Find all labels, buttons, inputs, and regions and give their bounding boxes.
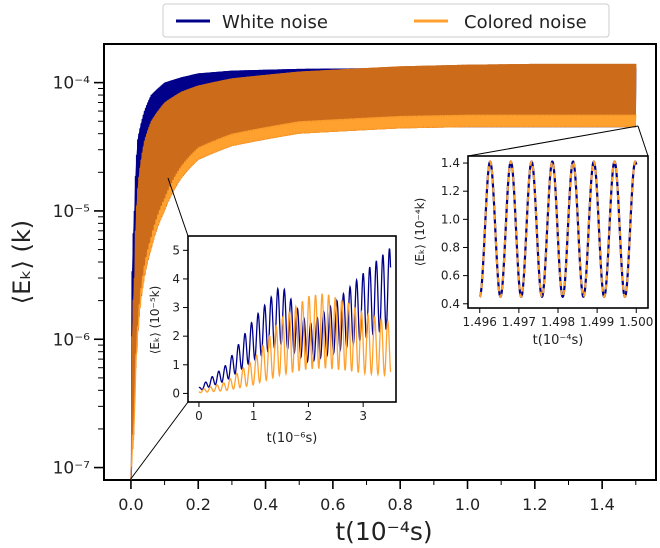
inset-late-ticks: 1.496 1.497 1.498 1.499 1.500 0.4 0.6 0.8 1.0 1.2… bbox=[441, 156, 654, 329]
main-y-axis-label: ⟨Eₖ⟩ (k) bbox=[8, 220, 36, 304]
main-x-tick-label: 1.2 bbox=[522, 495, 547, 514]
legend-frame bbox=[162, 3, 610, 38]
inset-late-x-tick-label: 1.499 bbox=[580, 315, 614, 329]
zoom-connectors bbox=[129, 125, 649, 481]
main-y-tick-label: 10⁻⁷ bbox=[53, 459, 91, 479]
main-x-tick-label: 0.2 bbox=[186, 495, 211, 514]
inset-early-frame bbox=[187, 235, 397, 403]
inset-late-y-tick-label: 1.0 bbox=[441, 212, 460, 226]
inset-early-y-tick-label: 3 bbox=[172, 301, 180, 315]
inset-late-series-colored-noise bbox=[479, 160, 638, 299]
main-x-tick-label: 0.0 bbox=[118, 495, 143, 514]
inset-early-ticks: 0 1 2 3 0 1 2 3 4 5 bbox=[172, 243, 367, 423]
inset-early-y-tick-label: 4 bbox=[172, 272, 180, 286]
inset-late-x-tick-label: 1.497 bbox=[502, 315, 536, 329]
inset-early-x-tick-label: 3 bbox=[359, 409, 367, 423]
inset-early-x-tick-label: 0 bbox=[195, 409, 203, 423]
inset-early-series-colored-noise bbox=[198, 293, 392, 394]
inset-late-y-tick-label: 0.8 bbox=[441, 240, 460, 254]
inset-late-plot: 1.496 1.497 1.498 1.499 1.500 0.4 0.6 0.8 1.0 1.2… bbox=[413, 155, 654, 348]
inset-early-plot: 0 1 2 3 0 1 2 3 4 5 t(10⁻⁶s) ⟨Eₖ⟩ (10⁻⁵k) bbox=[148, 235, 397, 446]
inset-late-x-tick-label: 1.496 bbox=[463, 315, 497, 329]
inset-late-y-axis-label: ⟨Eₖ⟩ (10⁻⁴k) bbox=[413, 198, 427, 267]
main-y-tick-label: 10⁻⁵ bbox=[53, 202, 90, 222]
inset-early-y-tick-label: 2 bbox=[172, 329, 180, 343]
inset-late-y-tick-label: 1.4 bbox=[441, 156, 460, 170]
inset-late-y-tick-label: 1.2 bbox=[441, 184, 460, 198]
inset-early-y-tick-label: 5 bbox=[172, 243, 180, 257]
main-x-tick-label: 1.4 bbox=[589, 495, 614, 514]
main-x-tick-label: 0.4 bbox=[253, 495, 278, 514]
inset-late-x-axis-label: t(10⁻⁴s) bbox=[533, 333, 584, 348]
inset-early-x-axis-label: t(10⁻⁶s) bbox=[267, 431, 318, 446]
main-series-colored-noise-lower-edge bbox=[130, 114, 637, 468]
main-y-tick-label: 10⁻⁴ bbox=[53, 74, 91, 94]
connector-early-2 bbox=[167, 177, 189, 237]
legend-label-white-noise: White noise bbox=[222, 12, 328, 33]
inset-late-x-tick-label: 1.498 bbox=[541, 315, 575, 329]
inset-early-y-tick-label: 0 bbox=[172, 386, 180, 400]
main-x-tick-label: 0.6 bbox=[320, 495, 345, 514]
main-y-tick-label: 10⁻⁶ bbox=[53, 330, 91, 350]
inset-late-y-tick-label: 0.6 bbox=[441, 269, 460, 283]
main-series bbox=[130, 63, 637, 481]
main-plot: 0.0 0.2 0.4 0.6 0.8 1.0 1.2 1.4 10⁻⁷ 10⁻⁶ 10⁻⁵ 10⁻⁴… bbox=[8, 43, 657, 546]
inset-early-y-axis-label: ⟨Eₖ⟩ (10⁻⁵k) bbox=[148, 286, 162, 355]
legend: White noise Colored noise bbox=[162, 3, 610, 38]
connector-late-1 bbox=[637, 125, 649, 157]
inset-late-series bbox=[478, 160, 638, 299]
inset-late-y-tick-label: 0.4 bbox=[441, 297, 460, 311]
main-series-colored-noise-band bbox=[130, 63, 636, 480]
inset-late-x-tick-label: 1.500 bbox=[619, 315, 653, 329]
inset-early-x-tick-label: 1 bbox=[250, 409, 258, 423]
connector-early-1 bbox=[129, 401, 189, 481]
inset-early-y-tick-label: 1 bbox=[172, 358, 180, 372]
main-x-tick-label: 1.0 bbox=[455, 495, 480, 514]
legend-label-colored-noise: Colored noise bbox=[464, 12, 587, 33]
main-x-axis-label: t(10⁻⁴s) bbox=[335, 517, 432, 546]
connector-late-2 bbox=[467, 125, 639, 157]
inset-early-series bbox=[198, 248, 392, 394]
main-axis-ticks: 0.0 0.2 0.4 0.6 0.8 1.0 1.2 1.4 10⁻⁷ 10⁻⁶ 10⁻⁵ 10⁻⁴ bbox=[53, 74, 637, 514]
main-x-tick-label: 0.8 bbox=[387, 495, 412, 514]
inset-early-series-white-noise bbox=[198, 248, 392, 391]
inset-early-x-tick-label: 2 bbox=[305, 409, 313, 423]
